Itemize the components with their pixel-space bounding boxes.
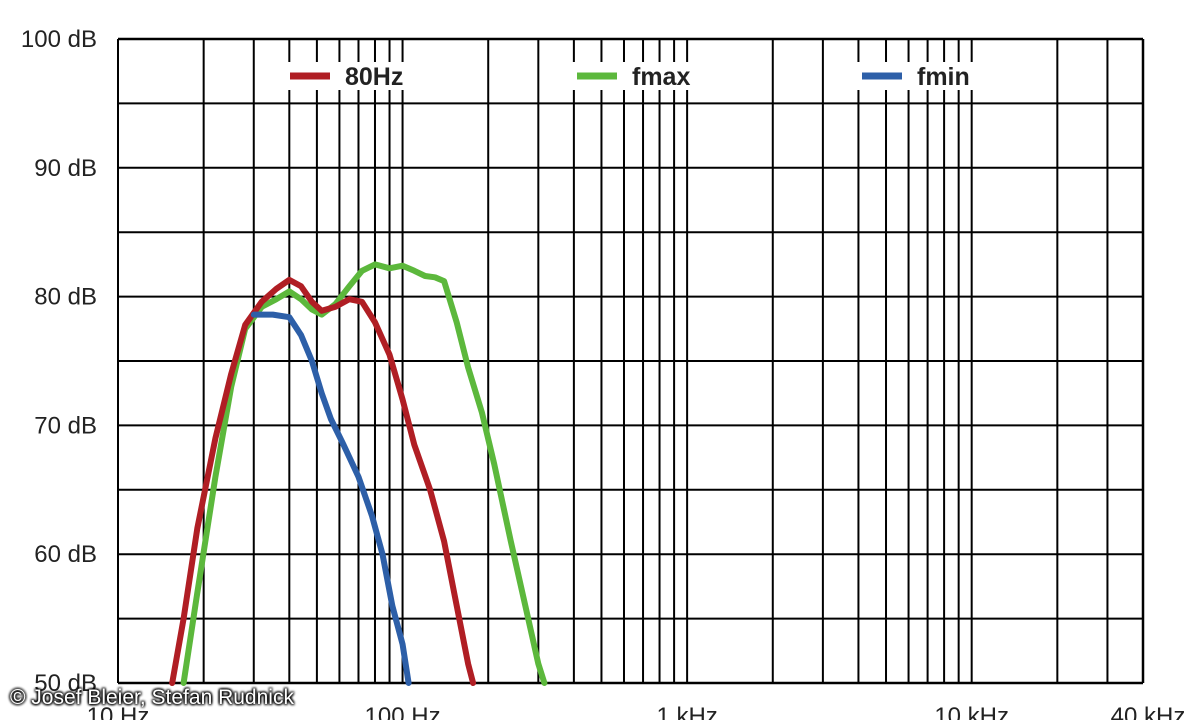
- x-tick-label: 100 Hz: [365, 703, 441, 720]
- x-axis-tick-labels: 10 Hz 100 Hz 1 kHz 10 kHz 40 kHz: [87, 703, 1186, 720]
- y-tick-label: 50 dB: [34, 670, 97, 697]
- legend: 80Hz fmax fmin: [284, 62, 994, 91]
- y-tick-label: 80 dB: [34, 284, 97, 311]
- y-tick-label: 90 dB: [34, 155, 97, 182]
- series-lines: [169, 261, 548, 686]
- series-line-80hz: [169, 276, 477, 686]
- series-line-fmax: [180, 261, 548, 686]
- copyright-credit: © Josef Bleier, Stefan Rudnick: [10, 686, 294, 709]
- y-tick-label: 70 dB: [34, 412, 97, 439]
- series-line-fmin: [250, 311, 412, 686]
- x-tick-label: 40 kHz: [1111, 703, 1186, 720]
- y-tick-label: 60 dB: [34, 541, 97, 568]
- legend-label: fmax: [632, 63, 690, 91]
- grid: [117, 37, 1145, 685]
- legend-label: fmin: [917, 63, 970, 91]
- x-tick-label: 10 kHz: [934, 703, 1009, 720]
- x-tick-label: 10 Hz: [87, 703, 150, 720]
- legend-label: 80Hz: [345, 63, 403, 91]
- x-tick-label: 1 kHz: [656, 703, 717, 720]
- y-axis-tick-labels: 100 dB 90 dB 80 dB 70 dB 60 dB 50 dB: [21, 26, 97, 697]
- y-tick-label: 100 dB: [21, 26, 97, 53]
